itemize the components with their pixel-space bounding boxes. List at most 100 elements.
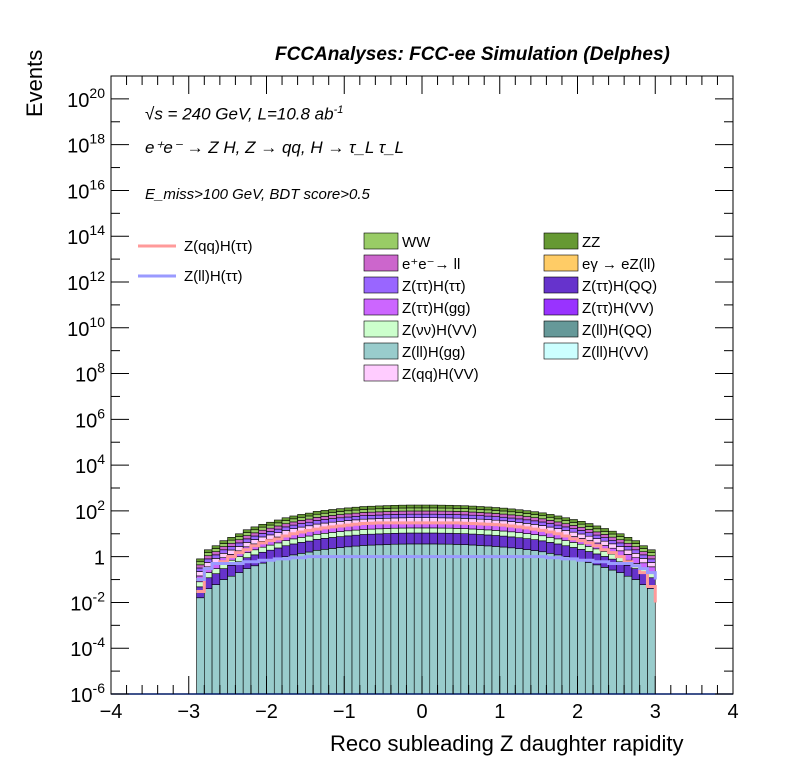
bar-22-2 (367, 528, 376, 535)
bar-7-8 (250, 526, 260, 531)
bar-21-2 (359, 529, 368, 535)
bar-25-1 (390, 532, 399, 545)
bar-47-5 (561, 526, 571, 531)
bar-4-6 (227, 542, 236, 547)
bar-12-7 (289, 518, 298, 523)
y-tick-label-10: 1014 (67, 222, 105, 249)
bar-15-2 (312, 533, 322, 540)
bar-3-1 (219, 568, 228, 580)
bar-11-8 (281, 517, 291, 521)
bar-47-2 (561, 540, 571, 547)
bar-55-8 (623, 537, 633, 541)
bar-24-7 (382, 508, 392, 512)
bar-41-1 (514, 537, 524, 549)
bar-54-8 (616, 533, 625, 537)
bar-27-7 (406, 507, 415, 512)
bar-57-5 (639, 554, 648, 559)
bar-49-7 (577, 523, 586, 528)
legend-box-3 (543, 254, 579, 272)
bar-51-0 (592, 564, 602, 695)
bar-17-7 (328, 512, 337, 516)
bar-36-8 (476, 506, 485, 510)
bar-16-5 (320, 519, 329, 524)
y-axis-title: Events (22, 49, 47, 117)
bar-44-1 (538, 540, 547, 553)
bar-33-6 (452, 511, 462, 515)
bar-46-8 (553, 515, 563, 520)
y-tick-label-0: 10-6 (70, 680, 105, 707)
bar-57-0 (639, 584, 648, 695)
y-tick-label-5: 104 (75, 451, 105, 478)
bar-34-1 (460, 533, 469, 545)
bar-41-0 (514, 548, 524, 695)
legend-box-9 (543, 320, 579, 338)
bar-55-6 (623, 542, 633, 547)
bar-36-2 (476, 529, 485, 535)
bar-34-8 (460, 505, 469, 509)
bar-58-4 (647, 562, 656, 568)
bar-58-6 (647, 555, 656, 560)
bar-9-2 (266, 544, 275, 551)
bar-55-5 (623, 546, 633, 551)
bar-24-5 (382, 514, 392, 519)
legend-label-box-4: Z(ττ)H(ττ) (402, 278, 466, 295)
bar-46-2 (553, 538, 563, 545)
bar-29-6 (421, 510, 431, 515)
bar-12-1 (289, 543, 298, 556)
bar-35-8 (468, 505, 477, 510)
bar-39-0 (499, 546, 508, 695)
bar-19-6 (343, 513, 353, 518)
y-tick-label-11: 1016 (67, 176, 105, 203)
bar-19-2 (343, 530, 353, 537)
bar-16-2 (320, 532, 329, 539)
bar-10-7 (273, 522, 283, 527)
bar-33-0 (452, 544, 462, 695)
bar-29-7 (421, 507, 431, 512)
bar-26-6 (398, 510, 407, 515)
signal-lines (196, 521, 657, 603)
bar-11-2 (281, 540, 291, 547)
legend-box-5 (543, 276, 579, 294)
bar-8-5 (258, 533, 267, 538)
legend-label-box-10: Z(ll)H(gg) (402, 344, 465, 361)
bar-25-0 (390, 543, 399, 695)
bar-46-1 (553, 543, 563, 556)
bar-30-2 (429, 527, 438, 534)
y-tick-label-3: 1 (94, 548, 105, 570)
bar-54-7 (616, 536, 625, 541)
bar-24-0 (382, 544, 392, 695)
bar-6-7 (242, 532, 252, 536)
bar-13-5 (297, 523, 306, 528)
bar-26-1 (398, 532, 407, 545)
bar-26-2 (398, 527, 407, 534)
bar-26-8 (398, 504, 407, 509)
legend-box-7 (543, 298, 579, 316)
bar-35-1 (468, 533, 477, 546)
bar-33-5 (452, 514, 462, 519)
bar-12-2 (289, 538, 298, 545)
bar-35-5 (468, 514, 477, 520)
bar-18-1 (336, 536, 345, 548)
bar-34-5 (460, 514, 469, 519)
bar-45-8 (546, 514, 555, 518)
bar-25-2 (390, 527, 399, 534)
bar-50-5 (584, 532, 594, 537)
bar-24-6 (382, 511, 392, 516)
bar-22-5 (367, 515, 376, 520)
x-tick-label-6: 2 (572, 701, 583, 723)
bar-38-0 (491, 546, 501, 695)
bar-14-1 (305, 540, 314, 553)
bar-16-8 (320, 510, 329, 514)
bar-43-1 (530, 539, 539, 551)
bar-51-7 (592, 528, 602, 533)
legend-box-10 (363, 342, 399, 360)
bar-2-1 (211, 573, 221, 585)
bar-14-0 (305, 551, 314, 695)
bar-31-5 (437, 513, 446, 519)
bar-33-1 (452, 533, 462, 545)
bar-6-8 (242, 529, 252, 533)
bar-43-8 (530, 511, 539, 515)
bar-48-2 (569, 542, 578, 548)
bar-47-7 (561, 520, 571, 525)
bar-32-1 (445, 532, 454, 545)
